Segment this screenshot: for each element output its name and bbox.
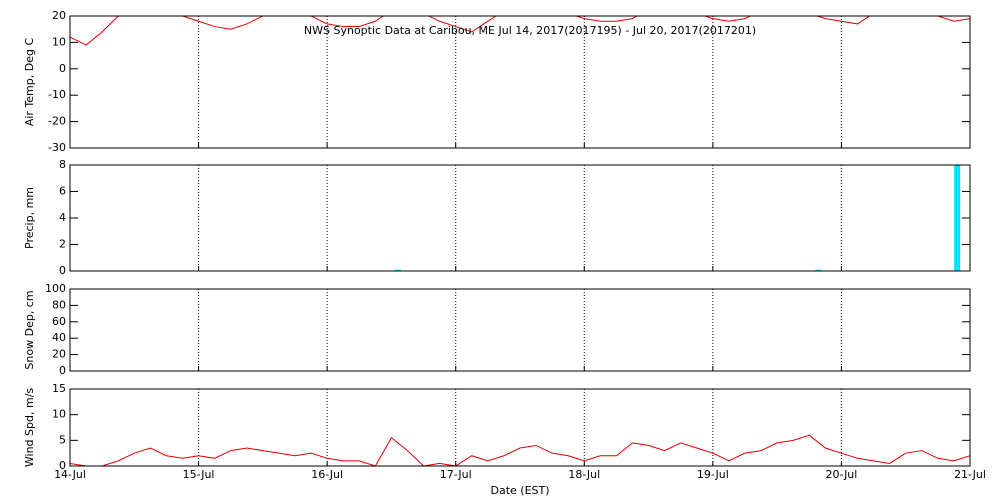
x-tick-label: 18-Jul: [568, 468, 600, 481]
plot-frame: [69, 388, 971, 467]
x-tick-label: 20-Jul: [825, 468, 857, 481]
y-tick-label: 60: [52, 315, 66, 328]
y-tick-label: -20: [48, 115, 66, 128]
y-tick-label: 0: [59, 264, 66, 277]
data-line: [70, 434, 970, 466]
y-tick-label: -30: [48, 141, 66, 154]
plot-frame: [69, 15, 971, 149]
y-tick-label: 0: [59, 62, 66, 75]
x-tick-label: 14-Jul: [54, 468, 86, 481]
bar: [954, 165, 961, 271]
bar: [815, 269, 822, 271]
y-tick-label: 20: [52, 9, 66, 22]
y-tick-label: 100: [45, 282, 66, 295]
x-tick-label: 21-Jul: [954, 468, 986, 481]
y-tick-label: -10: [48, 88, 66, 101]
y-tick-label: 6: [59, 185, 66, 198]
y-tick-label: 0: [59, 364, 66, 377]
plot-area: [70, 16, 970, 46]
y-tick-label: 80: [52, 298, 66, 311]
data-line: [70, 16, 970, 46]
y-tick-label: 15: [52, 382, 66, 395]
y-tick-label: 2: [59, 238, 66, 251]
x-tick-label: 19-Jul: [697, 468, 729, 481]
y-tick-label: 10: [52, 408, 66, 421]
y-tick-label: 4: [59, 211, 66, 224]
x-axis-label: Date (EST): [490, 484, 549, 497]
x-tick-label: 16-Jul: [311, 468, 343, 481]
y-tick-label: 8: [59, 158, 66, 171]
y-axis-label: Snow Dep, cm: [23, 290, 36, 369]
plot-area: [394, 165, 961, 271]
y-axis-label: Precip, mm: [23, 187, 36, 249]
plot-frame: [69, 164, 971, 272]
y-tick-label: 40: [52, 331, 66, 344]
bar: [394, 269, 401, 271]
y-axis-label: Air Temp, Deg C: [23, 38, 36, 127]
y-tick-label: 20: [52, 348, 66, 361]
chart-title: NWS Synoptic Data at Caribou, ME Jul 14,…: [304, 24, 756, 37]
y-axis-label: Wind Spd, m/s: [23, 388, 36, 468]
y-tick-label: 0: [59, 459, 66, 472]
y-tick-label: 10: [52, 35, 66, 48]
y-tick-label: 5: [59, 433, 66, 446]
plot-frame: [69, 288, 971, 372]
x-tick-label: 17-Jul: [440, 468, 472, 481]
plot-area: [70, 434, 970, 466]
x-tick-label: 15-Jul: [183, 468, 215, 481]
